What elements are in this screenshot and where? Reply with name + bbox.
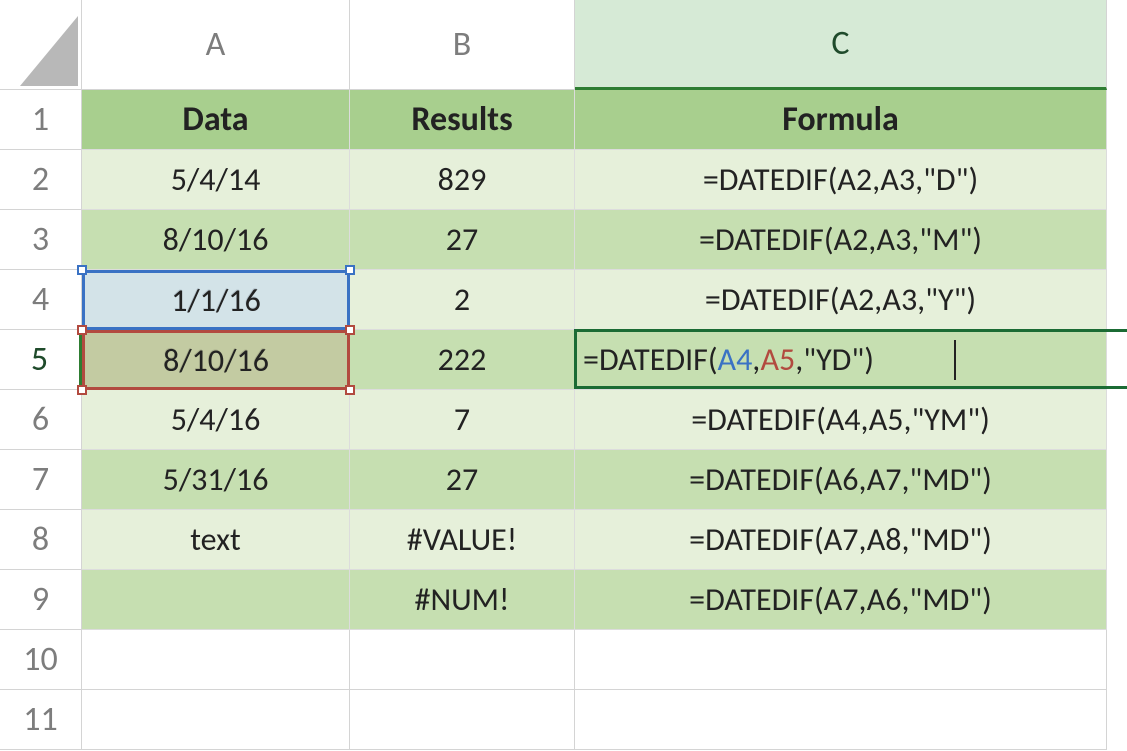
cell-C5[interactable]: =DATEDIF(A4,A5,"YD") [575, 330, 1107, 390]
cell-value: =DATEDIF(A6,A7,"MD") [689, 460, 992, 499]
formula-segment: A5 [761, 340, 796, 379]
cell-value: =DATEDIF(A7,A8,"MD") [689, 520, 992, 559]
column-header-C[interactable]: C [575, 0, 1107, 90]
cell-value: 5/4/14 [171, 160, 261, 199]
cell-B2[interactable]: 829 [350, 150, 575, 210]
column-header-A[interactable]: A [82, 0, 350, 90]
cell-C6[interactable]: =DATEDIF(A4,A5,"YM") [575, 390, 1107, 450]
cell-value: 1/1/16 [171, 280, 261, 319]
cell-value: 222 [438, 340, 487, 379]
cell-value: =DATEDIF(A2,A3,"Y") [705, 280, 976, 319]
cell-B3[interactable]: 27 [350, 210, 575, 270]
cell-value: 829 [438, 160, 487, 199]
row-header-10[interactable]: 10 [0, 630, 82, 690]
formula-segment: , [752, 340, 760, 379]
cell-C4[interactable]: =DATEDIF(A2,A3,"Y") [575, 270, 1107, 330]
cell-C10[interactable] [575, 630, 1107, 690]
row-header-2[interactable]: 2 [0, 150, 82, 210]
table-header-label: Results [411, 99, 512, 140]
cell-A3[interactable]: 8/10/16 [82, 210, 350, 270]
cell-B1[interactable]: Results [350, 90, 575, 150]
row-header-label: 8 [32, 519, 49, 560]
cell-value: 2 [454, 280, 470, 319]
row-header-label: 2 [32, 159, 49, 200]
cell-A6[interactable]: 5/4/16 [82, 390, 350, 450]
row-header-label: 10 [23, 639, 57, 680]
row-header-3[interactable]: 3 [0, 210, 82, 270]
cell-C8[interactable]: =DATEDIF(A7,A8,"MD") [575, 510, 1107, 570]
formula-segment: ,"YD") [795, 340, 874, 379]
cell-A8[interactable]: text [82, 510, 350, 570]
cell-C2[interactable]: =DATEDIF(A2,A3,"D") [575, 150, 1107, 210]
cell-A7[interactable]: 5/31/16 [82, 450, 350, 510]
cell-value: 5/31/16 [163, 460, 269, 499]
column-header-B[interactable]: B [350, 0, 575, 90]
cell-value: 5/4/16 [171, 400, 261, 439]
row-header-label: 9 [32, 579, 49, 620]
cell-value: #VALUE! [407, 520, 517, 559]
row-header-1[interactable]: 1 [0, 90, 82, 150]
cell-value: 8/10/16 [163, 220, 269, 259]
cell-C3[interactable]: =DATEDIF(A2,A3,"M") [575, 210, 1107, 270]
cell-value: text [190, 520, 240, 559]
cell-B7[interactable]: 27 [350, 450, 575, 510]
row-header-8[interactable]: 8 [0, 510, 82, 570]
cell-A10[interactable] [82, 630, 350, 690]
cell-value: #NUM! [415, 580, 510, 619]
cell-B8[interactable]: #VALUE! [350, 510, 575, 570]
row-header-label: 5 [31, 339, 48, 380]
cell-C1[interactable]: Formula [575, 90, 1107, 150]
table-header-label: Data [182, 99, 248, 140]
row-header-11[interactable]: 11 [0, 690, 82, 750]
cell-B11[interactable] [350, 690, 575, 750]
row-header-label: 1 [32, 99, 49, 140]
cell-value: 8/10/16 [163, 340, 269, 379]
cell-A2[interactable]: 5/4/14 [82, 150, 350, 210]
cell-B9[interactable]: #NUM! [350, 570, 575, 630]
table-header-label: Formula [782, 99, 899, 140]
cell-A11[interactable] [82, 690, 350, 750]
cell-C9[interactable]: =DATEDIF(A7,A6,"MD") [575, 570, 1107, 630]
formula-segment: =DATEDIF( [583, 340, 718, 379]
cell-A1[interactable]: Data [82, 90, 350, 150]
column-header-label: B [453, 24, 472, 65]
cell-C11[interactable] [575, 690, 1107, 750]
select-all-corner[interactable] [0, 0, 82, 90]
cell-value: =DATEDIF(A2,A3,"D") [703, 160, 978, 199]
row-header-4[interactable]: 4 [0, 270, 82, 330]
row-header-7[interactable]: 7 [0, 450, 82, 510]
cell-B5[interactable]: 222 [350, 330, 575, 390]
cell-value: 7 [454, 400, 470, 439]
cell-A4[interactable]: 1/1/16 [82, 270, 350, 330]
row-header-6[interactable]: 6 [0, 390, 82, 450]
cell-value: =DATEDIF(A2,A3,"M") [699, 220, 982, 259]
column-header-label: C [831, 23, 849, 64]
row-header-5[interactable]: 5 [0, 330, 82, 390]
row-header-label: 3 [32, 219, 49, 260]
row-header-label: 11 [23, 699, 57, 740]
row-header-label: 4 [32, 279, 49, 320]
cell-A9[interactable] [82, 570, 350, 630]
formula-edit-text[interactable]: =DATEDIF(A4,A5,"YD") [583, 340, 874, 379]
cell-A5[interactable]: 8/10/16 [82, 330, 350, 390]
column-header-label: A [206, 24, 226, 65]
formula-segment: A4 [718, 340, 753, 379]
cell-B10[interactable] [350, 630, 575, 690]
row-header-9[interactable]: 9 [0, 570, 82, 630]
cell-value: =DATEDIF(A4,A5,"YM") [691, 400, 990, 439]
row-header-label: 6 [32, 399, 49, 440]
cell-value: =DATEDIF(A7,A6,"MD") [689, 580, 992, 619]
cell-B6[interactable]: 7 [350, 390, 575, 450]
cell-C7[interactable]: =DATEDIF(A6,A7,"MD") [575, 450, 1107, 510]
cell-value: 27 [446, 220, 478, 259]
row-header-label: 7 [32, 459, 49, 500]
cell-B4[interactable]: 2 [350, 270, 575, 330]
cell-value: 27 [446, 460, 478, 499]
